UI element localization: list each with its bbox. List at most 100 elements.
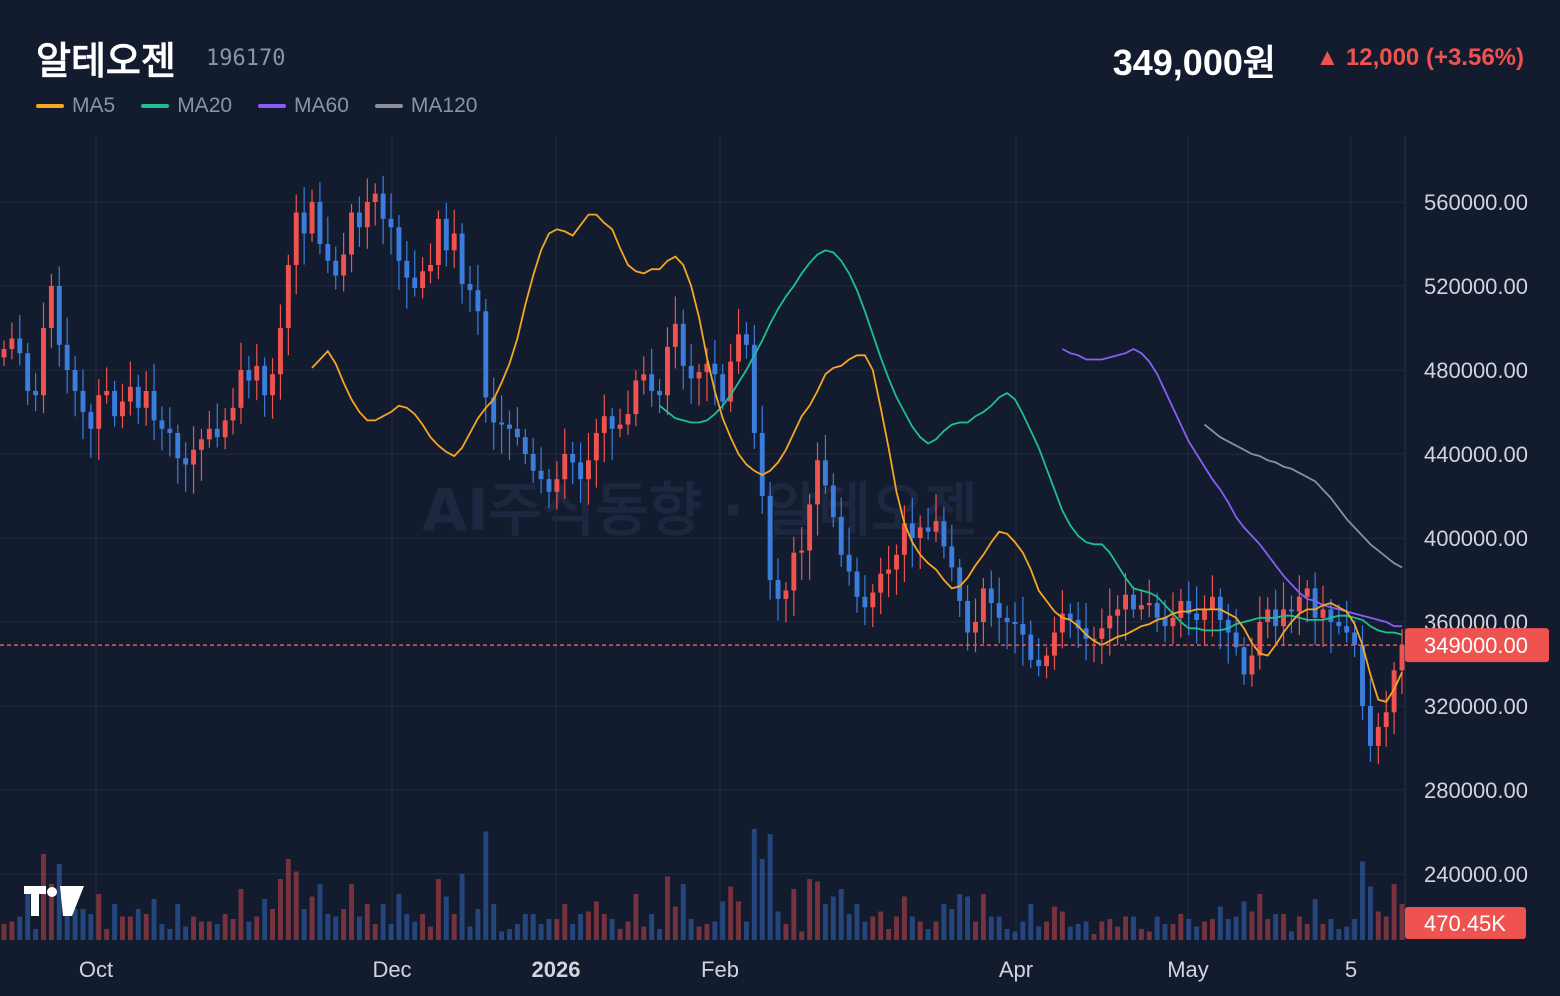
candle-body[interactable] bbox=[1004, 617, 1010, 622]
candle-body[interactable] bbox=[791, 552, 797, 591]
candle-body[interactable] bbox=[909, 523, 915, 538]
candle-body[interactable] bbox=[214, 428, 220, 438]
candle-body[interactable] bbox=[285, 265, 291, 328]
candle-body[interactable] bbox=[1288, 609, 1294, 612]
candle-body[interactable] bbox=[1052, 632, 1057, 656]
candle-body[interactable] bbox=[143, 391, 149, 408]
candle-body[interactable] bbox=[443, 218, 449, 251]
candle-body[interactable] bbox=[530, 454, 536, 471]
candle-body[interactable] bbox=[996, 603, 1002, 618]
candle-body[interactable] bbox=[1115, 609, 1121, 616]
candle-body[interactable] bbox=[183, 458, 189, 465]
candle-body[interactable] bbox=[522, 437, 528, 454]
candle-body[interactable] bbox=[633, 380, 639, 415]
candle-body[interactable] bbox=[1044, 655, 1050, 667]
candle-body[interactable] bbox=[578, 462, 584, 480]
candle-body[interactable] bbox=[538, 470, 544, 480]
candle-body[interactable] bbox=[1399, 645, 1405, 671]
candle-body[interactable] bbox=[1194, 613, 1200, 620]
legend-ma20[interactable]: MA20 bbox=[141, 94, 232, 118]
candle-body[interactable] bbox=[1059, 613, 1065, 633]
candle-body[interactable] bbox=[135, 386, 141, 408]
candle-body[interactable] bbox=[1067, 613, 1073, 620]
candle-body[interactable] bbox=[1344, 626, 1350, 633]
candle-body[interactable] bbox=[838, 517, 844, 555]
candle-body[interactable] bbox=[41, 328, 46, 396]
candle-body[interactable] bbox=[767, 496, 773, 580]
candle-body[interactable] bbox=[238, 370, 244, 408]
candle-body[interactable] bbox=[435, 218, 441, 265]
candle-body[interactable] bbox=[262, 365, 268, 396]
candle-body[interactable] bbox=[356, 212, 362, 228]
candle-body[interactable] bbox=[759, 433, 765, 496]
candle-body[interactable] bbox=[222, 420, 228, 438]
candle-body[interactable] bbox=[957, 567, 963, 601]
candle-body[interactable] bbox=[507, 424, 512, 429]
candle-body[interactable] bbox=[862, 596, 868, 608]
candle-body[interactable] bbox=[1012, 622, 1018, 625]
candle-body[interactable] bbox=[878, 573, 884, 593]
candle-body[interactable] bbox=[514, 428, 520, 438]
candle-body[interactable] bbox=[380, 193, 386, 219]
candle-body[interactable] bbox=[1178, 601, 1184, 618]
candle-body[interactable] bbox=[728, 361, 734, 402]
candle-body[interactable] bbox=[64, 344, 70, 370]
candle-body[interactable] bbox=[1296, 596, 1302, 612]
candles[interactable] bbox=[1, 175, 1405, 764]
candle-body[interactable] bbox=[33, 391, 39, 396]
candle-body[interactable] bbox=[807, 504, 813, 551]
candle-body[interactable] bbox=[1131, 594, 1136, 610]
candle-body[interactable] bbox=[1352, 632, 1358, 646]
candle-body[interactable] bbox=[973, 622, 978, 633]
candle-body[interactable] bbox=[120, 401, 125, 417]
candle-body[interactable] bbox=[206, 428, 212, 440]
candle-body[interactable] bbox=[491, 397, 497, 423]
candle-body[interactable] bbox=[293, 212, 299, 266]
candle-body[interactable] bbox=[364, 202, 370, 228]
candle-body[interactable] bbox=[870, 592, 876, 608]
candle-body[interactable] bbox=[372, 193, 378, 202]
candle-body[interactable] bbox=[325, 244, 331, 261]
candle-body[interactable] bbox=[127, 386, 133, 402]
candle-body[interactable] bbox=[570, 454, 576, 463]
candle-body[interactable] bbox=[925, 527, 931, 532]
candle-body[interactable] bbox=[1383, 712, 1389, 727]
candle-body[interactable] bbox=[546, 479, 552, 492]
candle-body[interactable] bbox=[625, 414, 631, 425]
candle-body[interactable] bbox=[151, 391, 157, 421]
candle-body[interactable] bbox=[1336, 622, 1342, 627]
candle-body[interactable] bbox=[1154, 603, 1160, 618]
candle-body[interactable] bbox=[712, 363, 718, 375]
candle-body[interactable] bbox=[1099, 628, 1105, 639]
candle-body[interactable] bbox=[665, 346, 670, 396]
candle-body[interactable] bbox=[941, 521, 947, 547]
candle-body[interactable] bbox=[830, 485, 836, 518]
candle-body[interactable] bbox=[1360, 645, 1365, 706]
candle-body[interactable] bbox=[191, 449, 197, 465]
candle-body[interactable] bbox=[894, 554, 899, 570]
candle-body[interactable] bbox=[96, 395, 102, 429]
candle-body[interactable] bbox=[965, 601, 971, 633]
candle-body[interactable] bbox=[1209, 596, 1215, 610]
candle-body[interactable] bbox=[420, 271, 426, 289]
candle-body[interactable] bbox=[396, 227, 402, 261]
candle-body[interactable] bbox=[246, 370, 252, 381]
candle-body[interactable] bbox=[451, 233, 457, 251]
candle-body[interactable] bbox=[72, 370, 78, 391]
candle-body[interactable] bbox=[822, 460, 828, 486]
candle-body[interactable] bbox=[1225, 619, 1231, 633]
candle-body[interactable] bbox=[743, 334, 749, 345]
candle-body[interactable] bbox=[688, 365, 694, 379]
candle-body[interactable] bbox=[799, 550, 805, 553]
candle-body[interactable] bbox=[475, 290, 481, 312]
candle-body[interactable] bbox=[1202, 609, 1207, 620]
candle-body[interactable] bbox=[199, 439, 204, 450]
legend-ma60[interactable]: MA60 bbox=[258, 94, 349, 118]
candle-body[interactable] bbox=[88, 412, 94, 429]
candle-body[interactable] bbox=[349, 212, 354, 255]
candle-body[interactable] bbox=[270, 374, 275, 396]
candle-body[interactable] bbox=[104, 391, 110, 396]
candle-body[interactable] bbox=[933, 521, 939, 532]
candle-body[interactable] bbox=[341, 254, 347, 276]
